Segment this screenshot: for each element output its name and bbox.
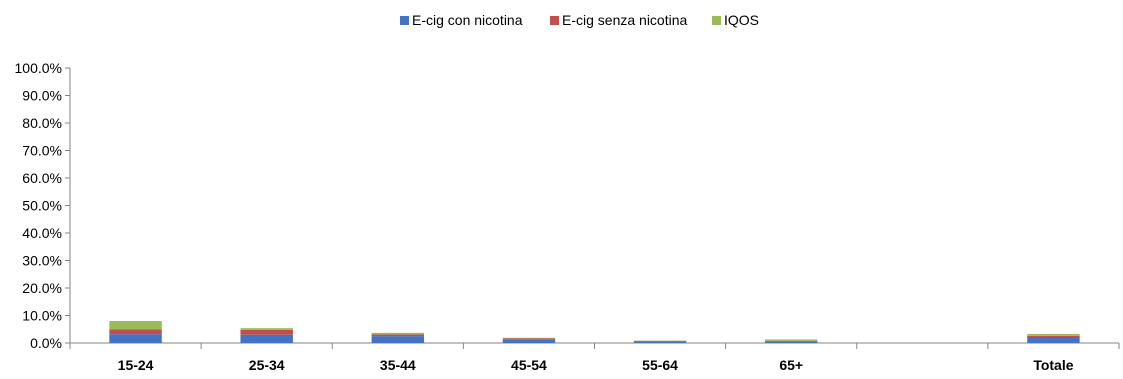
bar-segment-1 — [502, 338, 556, 340]
y-tick-label: 70.0% — [22, 143, 62, 159]
bar-segment-0 — [633, 341, 687, 343]
y-tick-label: 40.0% — [22, 225, 62, 241]
bar-segment-0 — [764, 341, 818, 343]
bar-segment-1 — [109, 329, 162, 335]
y-tick-label: 50.0% — [22, 198, 62, 214]
bar-segment-2 — [502, 337, 556, 339]
legend-label-2: IQOS — [724, 12, 759, 28]
legend-swatch-0 — [400, 16, 409, 25]
bars — [109, 321, 1080, 343]
x-tick-label: 65+ — [779, 357, 803, 373]
bar-segment-2 — [109, 321, 162, 330]
y-tick-label: 0.0% — [30, 335, 62, 351]
bar-segment-1 — [633, 340, 687, 342]
bar-segment-1 — [1027, 335, 1080, 338]
bar-segment-2 — [764, 339, 818, 341]
x-tick-label: 35-44 — [380, 357, 416, 373]
legend: E-cig con nicotina E-cig senza nicotina IQ… — [400, 12, 759, 28]
y-tick-label: 20.0% — [22, 280, 62, 296]
x-tick-label: Totale — [1033, 357, 1073, 373]
x-tick-label: 55-64 — [642, 357, 678, 373]
bar-segment-1 — [240, 329, 293, 335]
x-tick-label: 25-34 — [249, 357, 285, 373]
y-tick-label: 60.0% — [22, 170, 62, 186]
legend-swatch-2 — [712, 16, 721, 25]
bar-segment-1 — [764, 340, 818, 342]
y-axis: 0.0% 10.0% 20.0% 30.0% 40.0% 50.0% 60.0% 70.0% 8… — [15, 60, 71, 351]
legend-label-1: E-cig senza nicotina — [562, 12, 688, 28]
x-tick-label: 45-54 — [511, 357, 547, 373]
legend-swatch-1 — [550, 16, 559, 25]
bar-segment-2 — [240, 328, 293, 330]
x-axis: 15-24 25-34 35-44 45-54 55-64 65+ Totale — [69, 342, 1120, 373]
bar-segment-0 — [240, 334, 293, 343]
bar-segment-0 — [109, 334, 162, 343]
legend-label-0: E-cig con nicotina — [412, 12, 523, 28]
y-tick-label: 90.0% — [22, 88, 62, 104]
y-tick-label: 30.0% — [22, 253, 62, 269]
bar-segment-1 — [371, 334, 425, 337]
x-tick-label: 15-24 — [118, 357, 154, 373]
bar-segment-0 — [371, 336, 425, 343]
bar-segment-2 — [371, 332, 425, 335]
bar-segment-2 — [1027, 333, 1080, 336]
bar-segment-0 — [502, 339, 556, 343]
y-tick-label: 10.0% — [22, 308, 62, 324]
bar-segment-0 — [1027, 337, 1080, 343]
y-tick-label: 80.0% — [22, 115, 62, 131]
y-tick-label: 100.0% — [15, 60, 62, 76]
